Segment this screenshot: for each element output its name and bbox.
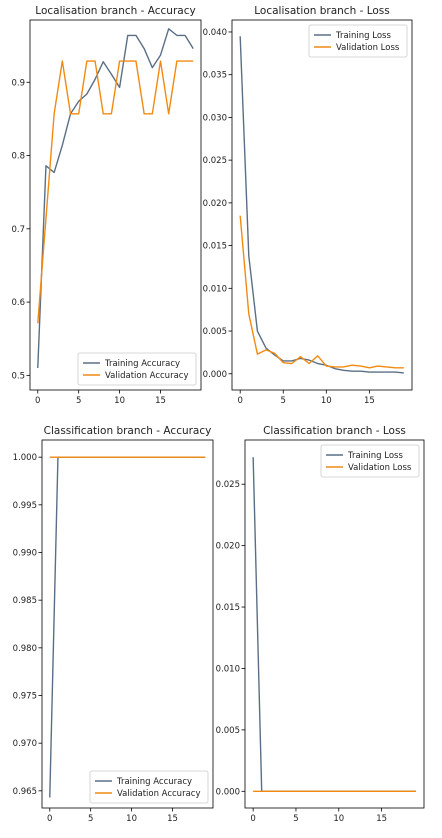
legend-box xyxy=(308,24,408,58)
x-tick-label: 10 xyxy=(321,396,332,406)
x-tick-label: 10 xyxy=(114,396,125,406)
y-tick-label: 0.025 xyxy=(216,480,240,490)
x-tick-label: 15 xyxy=(155,396,166,406)
y-tick-label: 0.010 xyxy=(216,664,240,674)
y-tick-label: 0.6 xyxy=(11,298,25,308)
y-tick-label: 0.040 xyxy=(203,28,227,38)
chart-panel-3: Classification branch - Accuracy 0 5 10 15 0.… xyxy=(13,425,214,824)
legend-label: Training Loss xyxy=(335,31,391,41)
y-tick-label: 0.980 xyxy=(13,644,37,654)
y-tick-label: 0.985 xyxy=(13,596,37,606)
legend: Training Accuracy Validation Accuracy xyxy=(89,770,209,804)
y-tick-label: 0.005 xyxy=(216,726,240,736)
legend-label: Validation Accuracy xyxy=(117,789,200,799)
legend-label: Validation Loss xyxy=(336,43,400,53)
chart-title: Localisation branch - Loss xyxy=(254,5,389,17)
training-series-line xyxy=(49,456,206,798)
y-tick-label: 0.005 xyxy=(203,327,227,337)
x-tick-label: 5 xyxy=(293,814,298,824)
training-series-line xyxy=(37,28,194,369)
y-tick-label: 0.030 xyxy=(203,113,227,123)
legend-box xyxy=(320,444,420,478)
x-tick-label: 0 xyxy=(47,814,52,824)
y-tick-label: 0.035 xyxy=(203,71,227,81)
plot-frame xyxy=(244,439,425,809)
legend-label: Training Accuracy xyxy=(104,359,180,369)
legend: Training Accuracy Validation Accuracy xyxy=(77,352,197,386)
y-tick-label: 0.995 xyxy=(13,501,37,511)
y-tick-label: 0.000 xyxy=(203,370,227,380)
legend: Training Loss Validation Loss xyxy=(320,444,420,478)
x-tick-label: 15 xyxy=(364,396,375,406)
y-tick-label: 0.025 xyxy=(203,156,227,166)
x-tick-label: 10 xyxy=(126,814,137,824)
legend-box xyxy=(77,352,197,386)
plot-frame xyxy=(29,19,202,391)
legend-box xyxy=(89,770,209,804)
validation-series-line xyxy=(37,60,194,324)
x-tick-label: 5 xyxy=(281,396,286,406)
x-tick-label: 15 xyxy=(376,814,387,824)
y-tick-label: 0.965 xyxy=(13,787,37,797)
chart-panel-1: Localisation branch - Accuracy 0 5 10 15 0.5 0… xyxy=(11,5,202,406)
chart-title: Localisation branch - Accuracy xyxy=(35,5,195,17)
y-tick-label: 0.990 xyxy=(13,548,37,558)
x-tick-label: 0 xyxy=(35,396,40,406)
y-tick-label: 0.5 xyxy=(11,371,25,381)
y-tick-label: 0.000 xyxy=(216,787,240,797)
legend-label: Validation Accuracy xyxy=(105,371,188,381)
plot-frame xyxy=(231,19,413,391)
training-series-line xyxy=(239,36,404,374)
y-tick-label: 0.975 xyxy=(13,692,37,702)
x-tick-label: 10 xyxy=(333,814,344,824)
legend-label: Training Accuracy xyxy=(116,777,192,787)
plot-frame xyxy=(41,439,214,809)
legend-label: Training Loss xyxy=(347,451,403,461)
y-tick-label: 1.000 xyxy=(13,453,37,463)
y-tick-label: 0.010 xyxy=(203,284,227,294)
chart-panel-2: Localisation branch - Loss 0 5 10 15 0.000 0.0… xyxy=(203,5,413,406)
legend-label: Validation Loss xyxy=(348,463,412,473)
y-tick-label: 0.015 xyxy=(216,603,240,613)
legend: Training Loss Validation Loss xyxy=(308,24,408,58)
y-tick-label: 0.020 xyxy=(216,542,240,552)
x-tick-label: 5 xyxy=(76,396,81,406)
x-tick-label: 0 xyxy=(250,814,255,824)
y-tick-label: 0.020 xyxy=(203,199,227,209)
y-tick-label: 0.970 xyxy=(13,739,37,749)
y-tick-label: 0.015 xyxy=(203,242,227,252)
chart-title: Classification branch - Accuracy xyxy=(44,425,212,437)
chart-title: Classification branch - Loss xyxy=(263,425,406,437)
chart-panel-4: Classification branch - Loss 0 5 10 15 0.000 0… xyxy=(216,425,425,824)
x-tick-label: 0 xyxy=(237,396,242,406)
x-tick-label: 5 xyxy=(88,814,93,824)
x-tick-label: 15 xyxy=(167,814,178,824)
y-tick-label: 0.9 xyxy=(11,78,25,88)
validation-series-line xyxy=(239,215,404,369)
y-tick-label: 0.8 xyxy=(11,152,25,162)
training-series-line xyxy=(252,457,416,792)
y-tick-label: 0.7 xyxy=(11,225,25,235)
